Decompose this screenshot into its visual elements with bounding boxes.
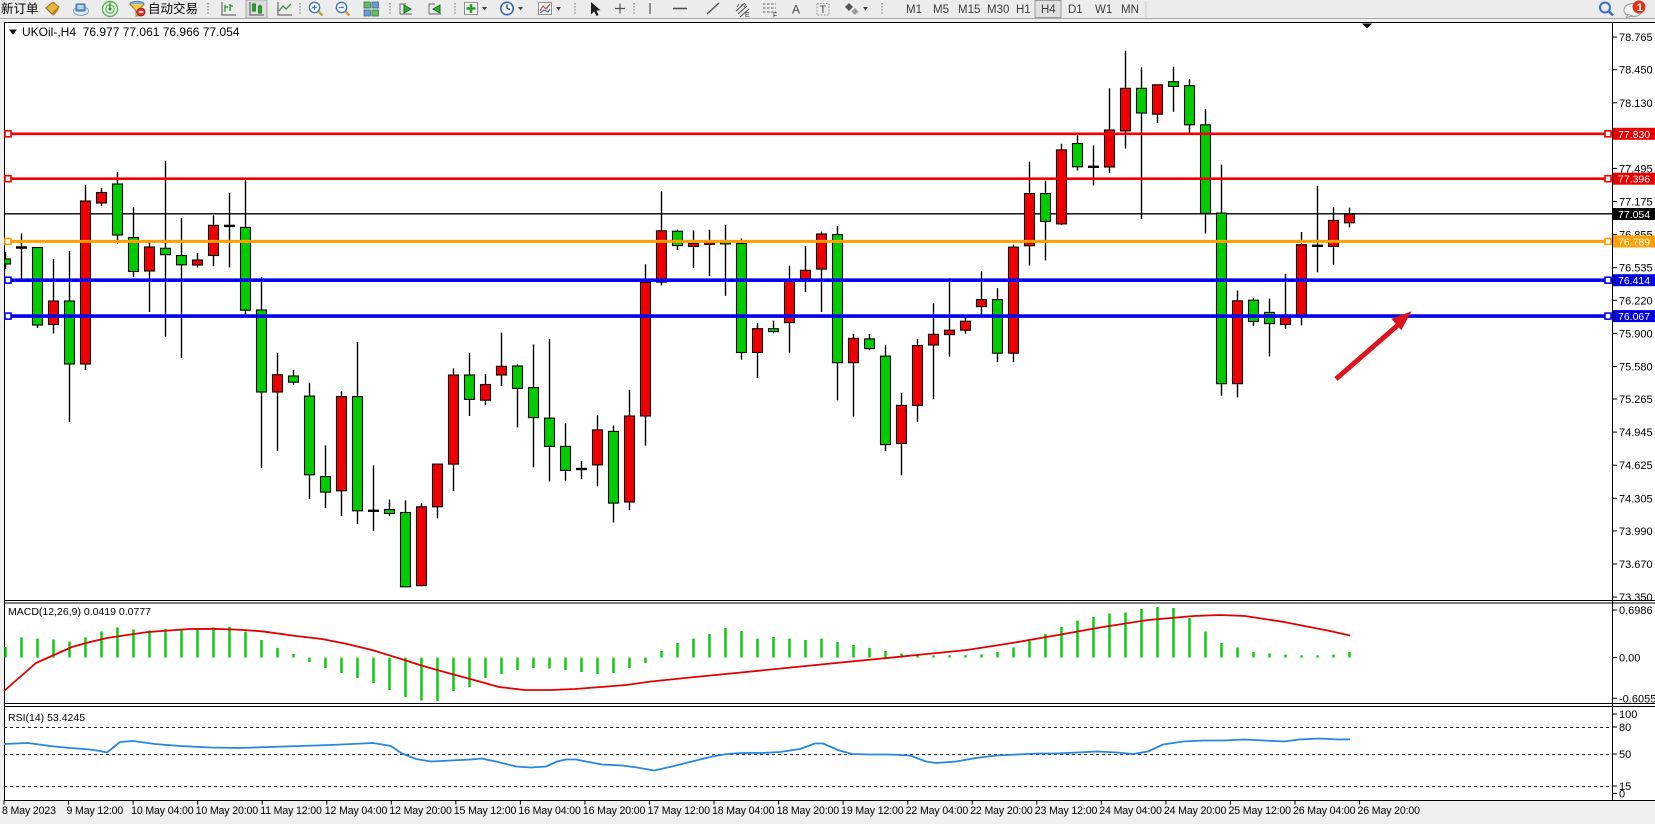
svg-text:16 May 04:00: 16 May 04:00 [518, 805, 581, 817]
svg-text:9 May 12:00: 9 May 12:00 [67, 805, 124, 817]
svg-text:16 May 20:00: 16 May 20:00 [583, 805, 646, 817]
svg-text:17 May 12:00: 17 May 12:00 [648, 805, 711, 817]
svg-text:8 May 2023: 8 May 2023 [2, 805, 56, 817]
svg-text:H1: H1 [1016, 4, 1031, 16]
svg-text:12 May 20:00: 12 May 20:00 [389, 805, 452, 817]
svg-text:23 May 12:00: 23 May 12:00 [1035, 805, 1098, 817]
svg-text:76.535: 76.535 [1619, 263, 1653, 275]
svg-text:76.414: 76.414 [1618, 275, 1650, 287]
svg-text:77.054: 77.054 [1618, 209, 1650, 221]
svg-text:D1: D1 [1068, 4, 1083, 16]
svg-text:18 May 04:00: 18 May 04:00 [712, 805, 775, 817]
svg-text:15: 15 [1619, 781, 1631, 793]
svg-text:F: F [773, 13, 777, 20]
svg-text:77.396: 77.396 [1618, 174, 1650, 186]
svg-text:22 May 20:00: 22 May 20:00 [970, 805, 1033, 817]
svg-text:50: 50 [1619, 749, 1631, 761]
svg-text:0.00: 0.00 [1619, 653, 1640, 665]
svg-text:15 May 12:00: 15 May 12:00 [454, 805, 517, 817]
svg-text:75.580: 75.580 [1619, 362, 1653, 374]
svg-text:73.990: 73.990 [1619, 526, 1653, 538]
svg-text:80: 80 [1619, 722, 1631, 734]
svg-text:73.350: 73.350 [1619, 592, 1653, 604]
svg-text:新订单: 新订单 [1, 1, 39, 16]
svg-text:E: E [745, 12, 750, 19]
svg-text:78.130: 78.130 [1619, 98, 1653, 110]
svg-text:M30: M30 [987, 4, 1009, 16]
svg-text:10 May 20:00: 10 May 20:00 [196, 805, 259, 817]
svg-text:W1: W1 [1095, 4, 1112, 16]
svg-text:76.220: 76.220 [1619, 295, 1653, 307]
svg-text:100: 100 [1619, 709, 1637, 721]
svg-text:T: T [820, 4, 827, 16]
svg-text:24 May 20:00: 24 May 20:00 [1164, 805, 1227, 817]
svg-text:1: 1 [1637, 2, 1643, 14]
svg-text:78.765: 78.765 [1619, 32, 1653, 44]
svg-text:0: 0 [1619, 788, 1625, 800]
svg-text:18 May 20:00: 18 May 20:00 [777, 805, 840, 817]
svg-text:MACD(12,26,9) 0.0419 0.0777: MACD(12,26,9) 0.0419 0.0777 [8, 606, 151, 618]
svg-text:RSI(14) 53.4245: RSI(14) 53.4245 [8, 712, 85, 724]
svg-text:A: A [792, 3, 800, 17]
svg-text:76.067: 76.067 [1618, 311, 1650, 323]
svg-text:M5: M5 [933, 4, 949, 16]
svg-text:24 May 04:00: 24 May 04:00 [1099, 805, 1162, 817]
svg-text:UKOil-,H4 76.977 77.061 76.96: UKOil-,H4 76.977 77.061 76.966 77.054 [22, 25, 240, 39]
svg-text:75.265: 75.265 [1619, 394, 1653, 406]
svg-text:19 May 12:00: 19 May 12:00 [841, 805, 904, 817]
svg-text:74.305: 74.305 [1619, 493, 1653, 505]
svg-text:10 May 04:00: 10 May 04:00 [131, 805, 194, 817]
svg-text:11 May 12:00: 11 May 12:00 [260, 805, 322, 817]
svg-text:77.830: 77.830 [1618, 129, 1650, 141]
svg-text:-0.6055: -0.6055 [1619, 693, 1655, 705]
svg-text:76.789: 76.789 [1618, 236, 1650, 248]
svg-text:12 May 04:00: 12 May 04:00 [325, 805, 388, 817]
svg-text:77.175: 77.175 [1619, 197, 1653, 209]
svg-text:0.6986: 0.6986 [1619, 605, 1653, 617]
svg-text:73.670: 73.670 [1619, 559, 1653, 571]
svg-text:26 May 04:00: 26 May 04:00 [1293, 805, 1356, 817]
svg-text:M1: M1 [906, 4, 922, 16]
svg-text:26 May 20:00: 26 May 20:00 [1358, 805, 1421, 817]
svg-text:自动交易: 自动交易 [148, 1, 198, 16]
svg-text:74.625: 74.625 [1619, 460, 1653, 472]
svg-text:H4: H4 [1041, 4, 1056, 16]
svg-text:77.495: 77.495 [1619, 163, 1653, 175]
svg-text:74.945: 74.945 [1619, 427, 1653, 439]
svg-text:75.900: 75.900 [1619, 328, 1653, 340]
svg-text:25 May 12:00: 25 May 12:00 [1229, 805, 1292, 817]
svg-text:MN: MN [1121, 4, 1139, 16]
svg-text:22 May 04:00: 22 May 04:00 [906, 805, 969, 817]
svg-text:78.450: 78.450 [1619, 65, 1653, 77]
svg-text:M15: M15 [958, 4, 980, 16]
